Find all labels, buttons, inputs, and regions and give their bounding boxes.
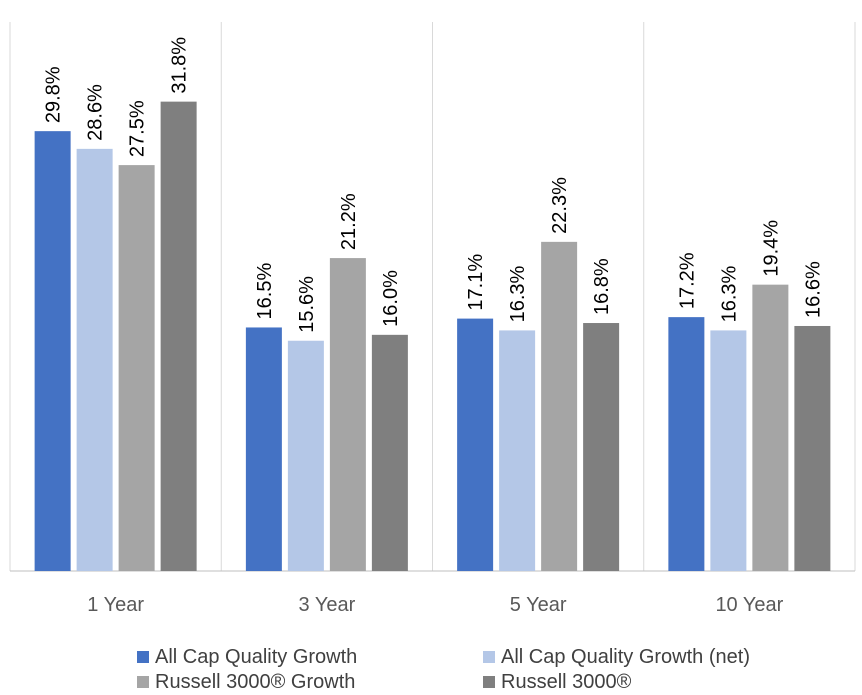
bar bbox=[499, 330, 536, 571]
x-tick-label: 5 Year bbox=[510, 594, 567, 616]
data-label: 16.5% bbox=[254, 263, 276, 320]
data-label: 28.6% bbox=[85, 84, 107, 141]
x-tick-label: 3 Year bbox=[299, 594, 356, 616]
bar bbox=[34, 131, 71, 572]
bar bbox=[287, 340, 324, 571]
bar bbox=[118, 165, 155, 571]
data-label: 17.2% bbox=[676, 252, 698, 309]
bar bbox=[583, 323, 620, 571]
bar bbox=[371, 334, 408, 571]
bar bbox=[245, 327, 282, 571]
bar bbox=[668, 317, 705, 571]
data-label: 16.8% bbox=[591, 258, 613, 315]
data-label: 21.2% bbox=[338, 193, 360, 250]
data-label: 16.0% bbox=[380, 270, 402, 327]
data-label: 29.8% bbox=[43, 66, 65, 123]
data-label: 16.3% bbox=[718, 265, 740, 322]
x-tick-label: 10 Year bbox=[715, 594, 783, 616]
data-label: 15.6% bbox=[296, 276, 318, 333]
bar bbox=[329, 258, 366, 571]
x-tick-label: 1 Year bbox=[87, 594, 144, 616]
bar bbox=[76, 148, 113, 571]
data-label: 22.3% bbox=[549, 177, 571, 234]
bar bbox=[794, 325, 831, 571]
data-label: 19.4% bbox=[760, 220, 782, 277]
bar bbox=[457, 318, 494, 571]
bar bbox=[710, 330, 747, 571]
bar bbox=[541, 241, 578, 572]
data-label: 17.1% bbox=[465, 254, 487, 311]
bar bbox=[160, 101, 197, 571]
data-label: 27.5% bbox=[127, 100, 149, 157]
data-label: 31.8% bbox=[169, 37, 191, 94]
bar bbox=[752, 284, 789, 571]
data-label: 16.3% bbox=[507, 265, 529, 322]
data-label: 16.6% bbox=[802, 261, 824, 318]
